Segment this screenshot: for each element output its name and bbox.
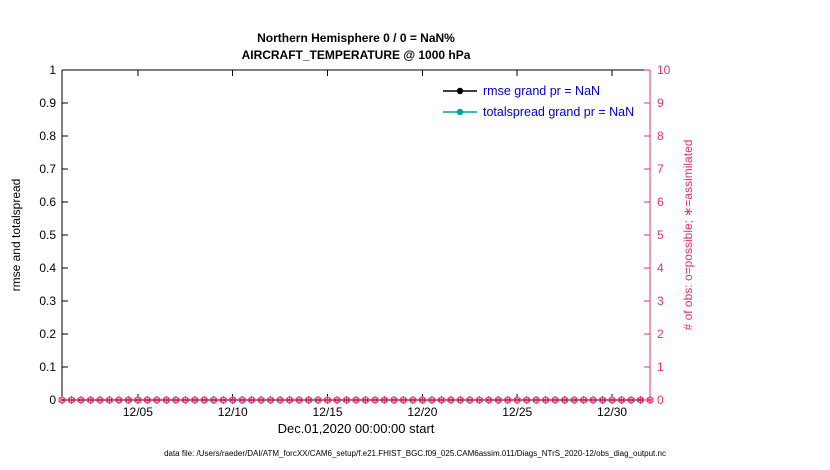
chart-subtitle: AIRCRAFT_TEMPERATURE @ 1000 hPa [241, 48, 471, 62]
left-y-tick-label: 0.8 [39, 129, 56, 143]
legend-label-rmse: rmse grand pr = NaN [483, 84, 601, 98]
right-y-tick-label: 7 [657, 162, 664, 176]
left-y-tick-label: 0.3 [39, 294, 56, 308]
x-tick-label: 12/05 [122, 405, 153, 419]
legend-item-rmse: rmse grand pr = NaN [442, 84, 634, 98]
right-y-tick-label: 10 [657, 63, 671, 77]
left-y-tick-label: 0.6 [39, 195, 56, 209]
tick-marks [62, 69, 650, 401]
right-y-tick-label: 8 [657, 129, 664, 143]
legend-label-totalspread: totalspread grand pr = NaN [483, 105, 635, 119]
right-y-tick-label: 6 [657, 195, 664, 209]
legend: rmse grand pr = NaN totalspread grand pr… [442, 84, 634, 119]
right-y-tick-label: 2 [657, 327, 664, 341]
x-axis-label: Dec.01,2020 00:00:00 start [277, 421, 435, 436]
right-y-tick-label: 1 [657, 360, 664, 374]
left-y-tick-label: 0.7 [39, 162, 56, 176]
left-y-tick-label: 0.5 [39, 228, 56, 242]
x-tick-label: 12/15 [312, 405, 343, 419]
left-y-tick-label: 0.9 [39, 96, 56, 110]
rmse-line-marker-icon [443, 87, 477, 95]
x-tick-label: 12/30 [597, 405, 628, 419]
chart-title: Northern Hemisphere 0 / 0 = NaN% [257, 31, 455, 45]
left-y-tick-label: 0 [49, 393, 56, 407]
x-tick-label: 12/20 [407, 405, 438, 419]
right-y-tick-label: 9 [657, 96, 664, 110]
x-tick-label: 12/25 [502, 405, 533, 419]
right-y-tick-label: 4 [657, 261, 664, 275]
right-y-tick-label: 5 [657, 228, 664, 242]
data-file-path: data file: /Users/raeder/DAI/ATM_forcXX/… [164, 449, 666, 458]
left-y-tick-label: 1 [49, 63, 56, 77]
right-y-axis-label: # of obs: o=possible; ∗=assimilated [681, 139, 695, 331]
right-y-tick-label: 0 [657, 393, 664, 407]
left-y-axis-label: rmse and totalspread [9, 178, 23, 292]
legend-item-totalspread: totalspread grand pr = NaN [442, 105, 634, 119]
right-y-tick-label: 3 [657, 294, 664, 308]
obs-markers [58, 396, 654, 404]
totalspread-line-marker-icon [443, 108, 477, 116]
left-y-tick-label: 0.4 [39, 261, 56, 275]
x-tick-label: 12/10 [217, 405, 248, 419]
axes-box [61, 69, 651, 401]
left-y-tick-label: 0.2 [39, 327, 56, 341]
left-y-tick-label: 0.1 [39, 360, 56, 374]
